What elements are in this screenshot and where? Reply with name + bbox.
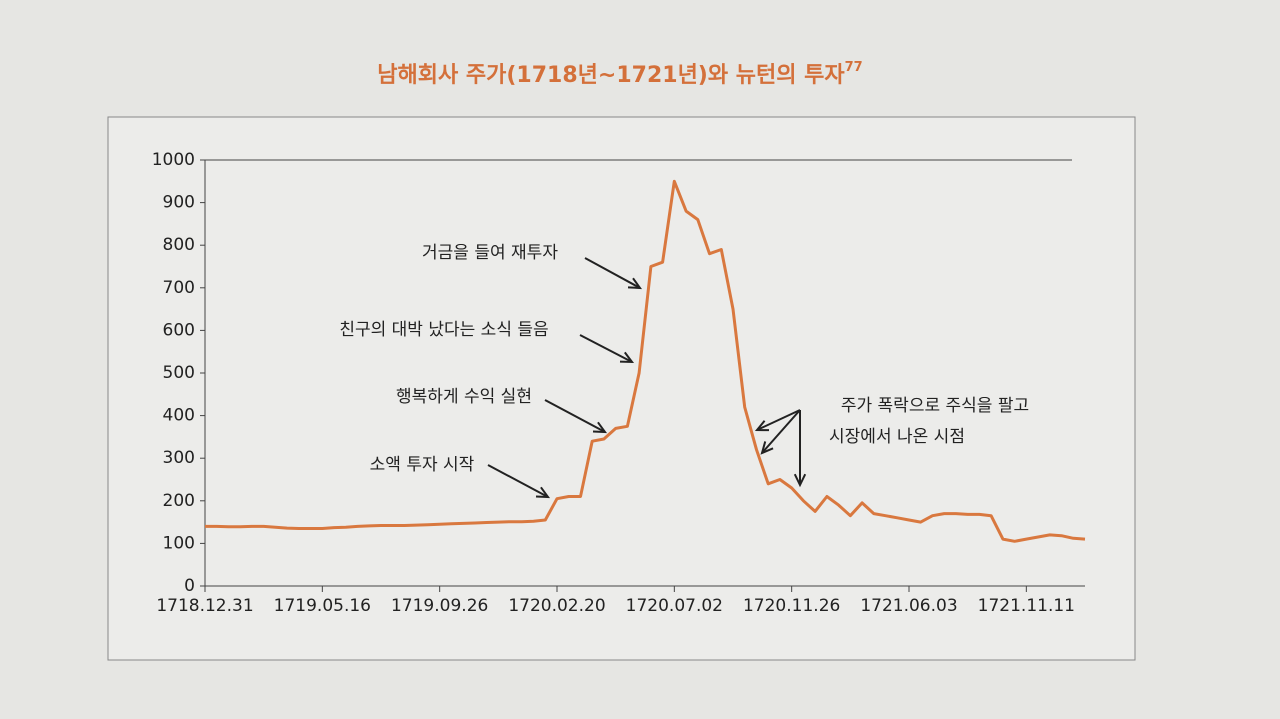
y-tick-label: 200 (163, 491, 195, 511)
annotation: 친구의 대박 났다는 소식 들음 (339, 320, 548, 340)
arrow-head (754, 420, 770, 432)
arrow-shaft (761, 409, 801, 454)
price-line (205, 179, 1086, 543)
arrow-shaft (584, 257, 641, 289)
arrow-head (619, 351, 635, 364)
title-note: 77 (845, 60, 863, 75)
annotation: 거금을 들여 재투자 (422, 243, 558, 263)
annotation: 소액 투자 시작 (370, 455, 475, 475)
x-tick-label: 1721.11.11 (978, 596, 1075, 616)
y-tick-label: 300 (163, 448, 195, 468)
y-tick-label: 100 (163, 533, 195, 553)
title-text: 남해회사 주가(1718년~1721년)와 뉴턴의 투자 (377, 63, 845, 88)
annotation: 시장에서 나온 시점 (829, 427, 965, 447)
x-tick-label: 1719.05.16 (274, 596, 371, 616)
y-tick-label: 1000 (152, 150, 195, 170)
arrow-head (760, 441, 774, 455)
arrow-head (793, 473, 807, 488)
y-tick-label: 600 (163, 320, 195, 340)
x-tick-label: 1721.06.03 (860, 596, 957, 616)
x-tick-label: 1720.07.02 (626, 596, 723, 616)
x-tick-label: 1720.02.20 (508, 596, 605, 616)
y-tick-label: 400 (163, 406, 195, 426)
x-tick-label: 1718.12.31 (156, 596, 253, 616)
chart-title: 남해회사 주가(1718년~1721년)와 뉴턴의 투자77 (377, 60, 862, 89)
y-tick-label: 700 (163, 278, 195, 298)
y-tick-label: 800 (163, 235, 195, 255)
chart-frame (107, 116, 1136, 661)
arrow-shaft (487, 464, 549, 498)
arrow-head (627, 277, 643, 290)
annotation: 행복하게 수익 실현 (396, 387, 532, 407)
arrow-head (535, 486, 551, 499)
arrow-shaft (579, 334, 633, 363)
y-tick-label: 900 (163, 193, 195, 213)
x-tick-label: 1720.11.26 (743, 596, 840, 616)
y-tick-label: 500 (163, 363, 195, 383)
y-tick-label: 0 (184, 576, 195, 596)
arrow-head (592, 421, 608, 434)
x-tick-label: 1719.09.26 (391, 596, 488, 616)
arrow-shaft (544, 399, 606, 433)
annotation: 주가 폭락으로 주식을 팔고 (841, 396, 1029, 416)
arrow-shaft (756, 409, 801, 431)
